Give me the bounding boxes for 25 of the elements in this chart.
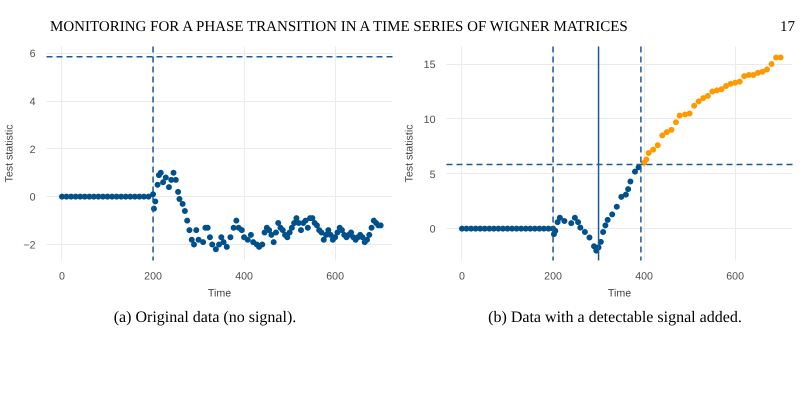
y-tick-label: 4	[30, 96, 36, 108]
y-tick-label: 6	[30, 48, 36, 60]
y-tick-label: 10	[424, 114, 436, 126]
x-tick-label: 200	[544, 270, 562, 282]
x-tick-label: 400	[635, 270, 654, 282]
x-tick-label: 600	[326, 270, 344, 282]
chart-subtitle: 17	[780, 18, 795, 37]
y-tick-label: −2	[23, 239, 36, 252]
x-tick-label: 200	[144, 270, 162, 282]
x-tick-label: 400	[235, 270, 254, 282]
y-tick-label: 15	[424, 59, 436, 72]
y-tick-label: 2	[30, 144, 36, 156]
x-tick-label: 0	[59, 270, 66, 282]
x-tick-label: 600	[726, 270, 744, 282]
y-axis-title: Test statistic	[404, 124, 416, 183]
x-tick-label: 0	[459, 270, 466, 282]
text: (a) Original data (no signal).	[112, 308, 298, 328]
y-tick-label: 0	[430, 224, 436, 236]
x-axis-title: Time	[608, 288, 632, 300]
y-axis-title: Test statistic	[3, 124, 16, 183]
chart-title: MONITORING FOR A PHASE TRANSITION IN A TIME SERIES OF WIGNER MATRICES	[50, 18, 628, 37]
x-axis-title: Time	[208, 288, 232, 300]
text: (b) Data with a detectable signal added.	[487, 308, 743, 328]
y-tick-label: 5	[430, 168, 436, 181]
y-tick-label: 0	[30, 192, 36, 204]
